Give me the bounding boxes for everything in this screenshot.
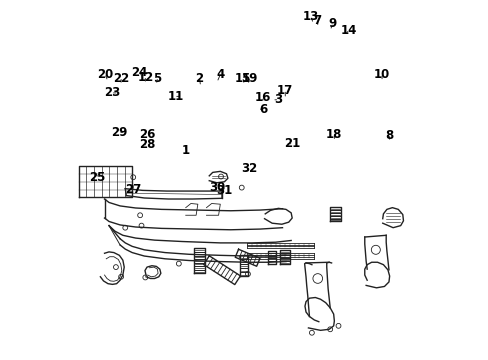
- Text: 6: 6: [259, 103, 267, 116]
- Text: 9: 9: [328, 17, 336, 30]
- Text: 3: 3: [273, 93, 282, 106]
- Text: 13: 13: [302, 10, 318, 23]
- Text: 20: 20: [97, 68, 113, 81]
- Text: 11: 11: [167, 90, 183, 103]
- Text: 17: 17: [277, 84, 293, 97]
- Text: 7: 7: [313, 14, 321, 27]
- Text: 10: 10: [373, 68, 389, 81]
- Text: 1: 1: [182, 144, 189, 157]
- Text: 14: 14: [340, 24, 356, 37]
- Text: 28: 28: [139, 138, 155, 151]
- Text: 16: 16: [254, 91, 270, 104]
- Text: 30: 30: [208, 181, 224, 194]
- Text: 21: 21: [284, 137, 300, 150]
- Text: 12: 12: [137, 71, 153, 84]
- Text: 5: 5: [153, 72, 161, 85]
- Text: 29: 29: [111, 126, 127, 139]
- Text: 25: 25: [88, 171, 105, 184]
- Text: 24: 24: [131, 66, 148, 79]
- Text: 27: 27: [125, 183, 141, 196]
- Text: 19: 19: [241, 72, 257, 85]
- Text: 2: 2: [195, 72, 203, 85]
- Text: 15: 15: [234, 72, 250, 85]
- Text: 8: 8: [385, 129, 393, 141]
- Text: 26: 26: [139, 128, 155, 141]
- Text: 23: 23: [104, 86, 120, 99]
- Text: 31: 31: [216, 184, 232, 197]
- Text: 32: 32: [241, 162, 257, 175]
- Text: 4: 4: [216, 68, 224, 81]
- Text: 18: 18: [325, 128, 342, 141]
- Text: 22: 22: [113, 72, 129, 85]
